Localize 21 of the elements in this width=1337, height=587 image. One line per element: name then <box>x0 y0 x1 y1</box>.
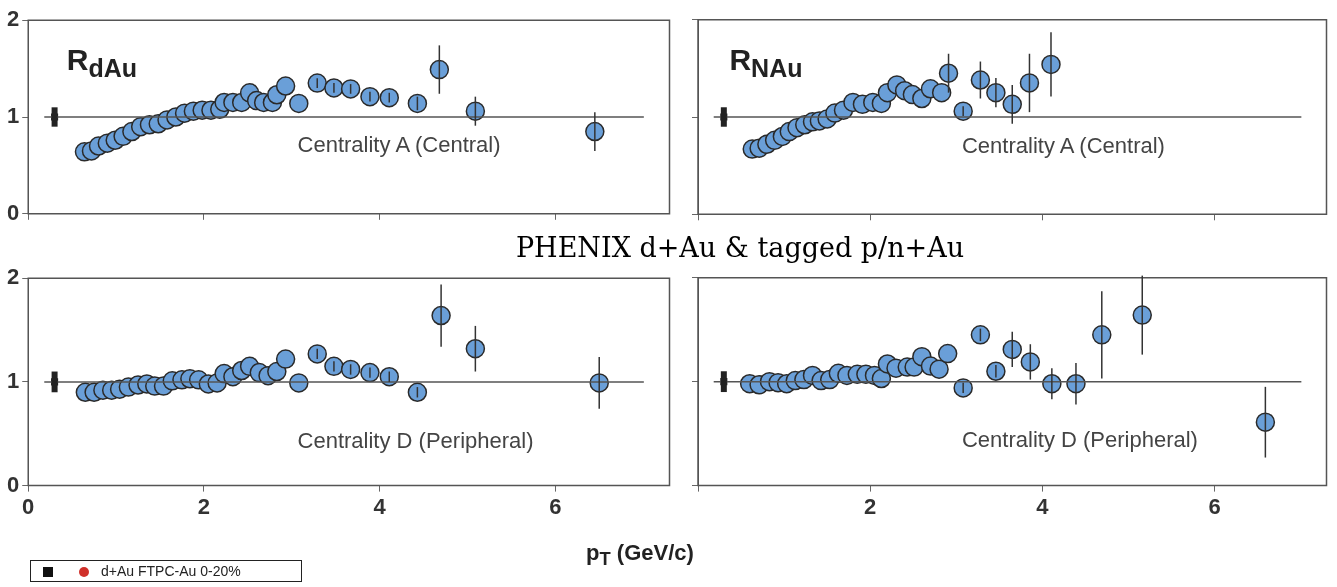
x-tick-label: 4 <box>1036 493 1050 519</box>
y-tick-label: 2 <box>6 6 20 32</box>
y-tick-label: 1 <box>6 367 20 393</box>
text: d+Au FTPC-Au 0-20% <box>30 560 302 582</box>
annotation: Centrality D (Peripheral) <box>961 427 1198 454</box>
x-tick-label: 2 <box>197 493 211 519</box>
annotation: R$_{dAu}$ <box>66 43 137 84</box>
y-tick-label: 0 <box>6 471 20 497</box>
annotation: R$_{NAu}$ <box>729 43 803 84</box>
y-tick-label: 1 <box>6 103 20 129</box>
x-tick-label: 6 <box>1208 493 1221 519</box>
annotation: Centrality A (Central) <box>297 132 501 159</box>
text: PHENIX d+Au & tagged p/n+Au <box>514 232 966 263</box>
annotation: Centrality A (Central) <box>961 132 1165 159</box>
x-tick-label: 2 <box>864 493 877 519</box>
x-tick-label: 6 <box>549 493 562 519</box>
x-tick-label: 4 <box>373 493 387 519</box>
y-tick-label: 0 <box>6 199 20 225</box>
annotation: Centrality D (Peripheral) <box>297 427 534 454</box>
x-axis-title: p$_{T}$ (GeV/c) <box>585 540 695 571</box>
y-tick-label: 2 <box>6 264 20 290</box>
